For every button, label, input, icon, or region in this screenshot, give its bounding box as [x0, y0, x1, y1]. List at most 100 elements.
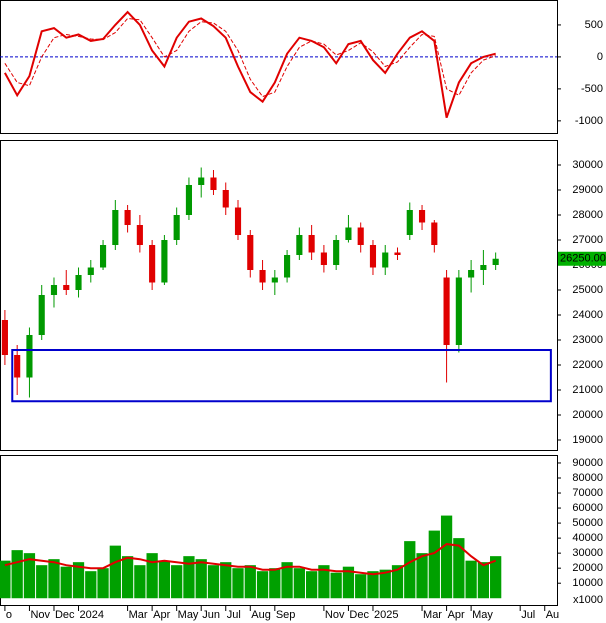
x-tick-label: Aug: [251, 609, 271, 621]
volume-bar: [281, 562, 293, 599]
candle-body: [38, 295, 45, 335]
last-price-box: [558, 251, 606, 266]
candle-body: [99, 245, 107, 268]
volume-bar: [440, 515, 453, 599]
candle-body: [198, 177, 205, 185]
candle-body: [185, 185, 193, 215]
candle-body: [271, 277, 278, 283]
x-tick-label: o: [6, 609, 12, 621]
y-tick-label: 28000: [572, 209, 603, 221]
y-tick-label: 500: [585, 19, 603, 31]
x-tick-label: Nov: [30, 609, 50, 621]
x-tick-label: Au: [546, 609, 559, 621]
volume-bar: [72, 562, 85, 599]
y-tick-label: -1000: [575, 115, 603, 127]
candle-body: [480, 265, 487, 270]
y-tick-label: 10000: [572, 577, 603, 589]
candle-body: [345, 227, 352, 240]
candle-body: [259, 270, 266, 283]
volume-bar: [318, 565, 330, 599]
candle-body: [443, 277, 450, 345]
y-tick-label: 60000: [572, 502, 603, 514]
volume-bar: [244, 565, 256, 599]
volume-bar: [330, 572, 342, 599]
candle-body: [63, 285, 70, 290]
volume-bar: [146, 553, 158, 599]
y-tick-label: 19000: [572, 434, 603, 446]
candle-body: [50, 285, 58, 295]
candle-body: [431, 222, 438, 245]
x-tick-label: Jul: [521, 609, 535, 621]
candle-body: [136, 225, 143, 245]
volume-bar: [490, 556, 502, 599]
y-tick-label: 23000: [572, 334, 603, 346]
volume-bar: [220, 562, 232, 599]
volume-bar: [256, 571, 269, 599]
y-tick-label: 20000: [572, 562, 603, 574]
candle-body: [173, 215, 180, 240]
candle-body: [210, 177, 217, 190]
volume-bar: [269, 568, 281, 599]
candle-body: [492, 258, 499, 265]
candle-body: [406, 210, 413, 235]
candle-body: [247, 235, 254, 270]
candle-body: [1, 320, 8, 355]
candle-body: [75, 275, 82, 290]
x-tick-label: Dec: [349, 609, 369, 621]
y-tick-label: 22000: [572, 359, 603, 371]
x-tick-label: 2024: [80, 609, 104, 621]
volume-bar: [293, 568, 305, 599]
candle-body: [149, 245, 156, 283]
candle-body: [308, 235, 315, 253]
candle-body: [418, 210, 426, 223]
candle-body: [333, 240, 340, 265]
y-tick-label: -500: [581, 83, 603, 95]
y-tick-label: 25000: [572, 284, 603, 296]
volume-bar: [11, 550, 23, 599]
volume-bar: [171, 565, 183, 599]
volume-bar: [355, 574, 367, 599]
y-tick-label: 30000: [572, 547, 603, 559]
candle-body: [284, 255, 291, 278]
x-tick-label: Jul: [227, 609, 241, 621]
candle-body: [112, 210, 119, 245]
y-tick-label: 20000: [572, 409, 603, 421]
candle-body: [382, 252, 389, 268]
last-price-label: 26250.00: [560, 253, 606, 265]
panel-frame: [0, 455, 558, 606]
y-tick-label: 0: [597, 51, 603, 63]
volume-bar: [121, 556, 134, 599]
volume-bar: [195, 559, 207, 599]
volume-bar: [60, 566, 72, 599]
y-tick-label: 50000: [572, 517, 603, 529]
volume-ma-line: [4, 543, 497, 576]
y-tick-label: 90000: [572, 457, 603, 469]
x-tick-label: Dec: [55, 609, 75, 621]
unit-label: x1000: [573, 594, 603, 606]
candle-body: [234, 207, 242, 235]
x-tick-label: 2025: [374, 609, 398, 621]
macd-line: [4, 10, 496, 119]
panel-frame: [0, 0, 558, 134]
x-tick-label: May: [472, 609, 493, 621]
x-tick-label: May: [178, 609, 199, 621]
volume-bar: [134, 565, 146, 599]
volume-bar: [97, 568, 109, 599]
support-zone: [11, 349, 552, 403]
x-tick-label: Mar: [129, 609, 148, 621]
y-tick-label: 80000: [572, 472, 603, 484]
macd-line: [4, 17, 496, 98]
volume-bar: [36, 565, 48, 599]
x-tick-label: Nov: [325, 609, 345, 621]
volume-bar: [465, 560, 477, 599]
volume-bar: [477, 562, 490, 599]
volume-bar: [453, 538, 465, 599]
x-tick-label: Jun: [202, 609, 220, 621]
volume-bar: [342, 566, 355, 599]
y-tick-label: 70000: [572, 487, 603, 499]
volume-bar: [232, 568, 244, 599]
y-tick-label: 29000: [572, 184, 603, 196]
candle-body: [369, 245, 377, 268]
candle-body: [357, 227, 364, 245]
